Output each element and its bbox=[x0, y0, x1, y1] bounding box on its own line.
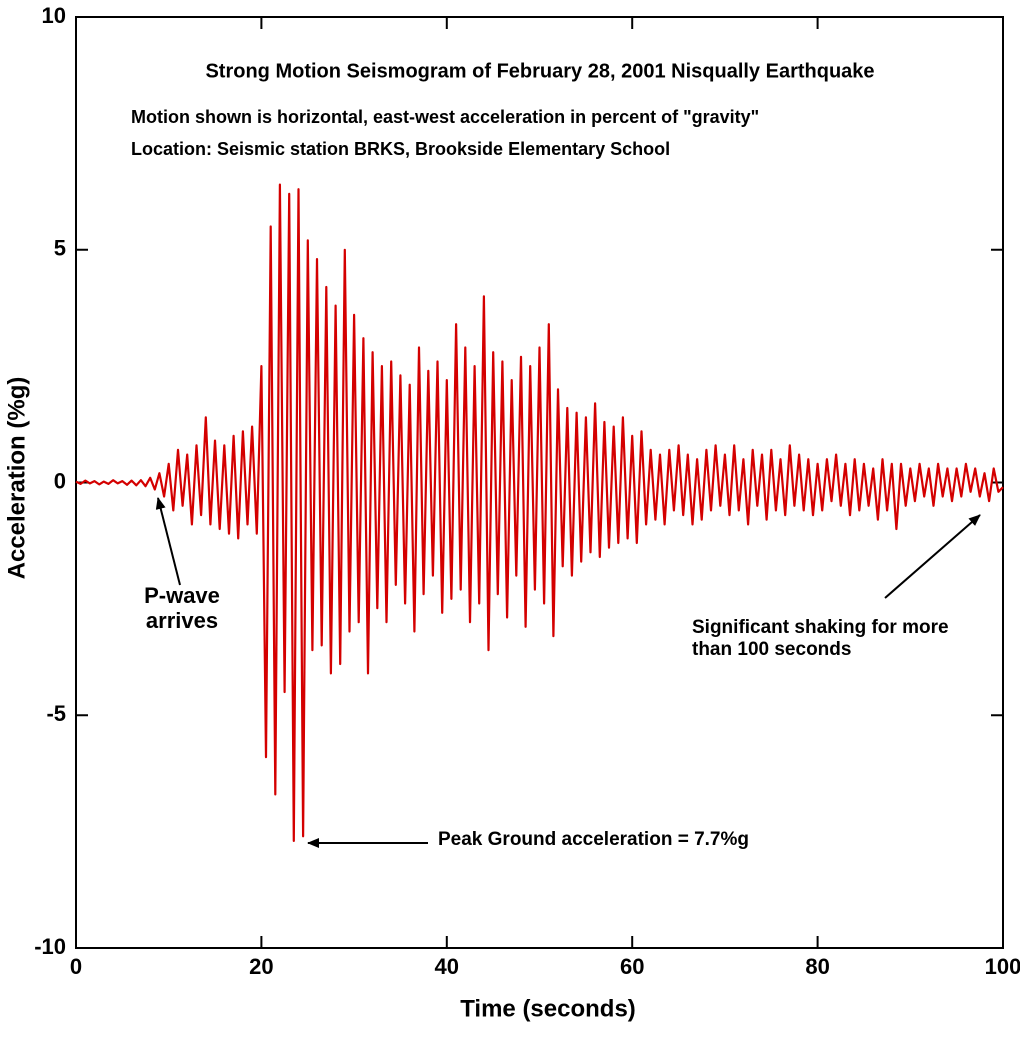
x-tick-label: 40 bbox=[435, 954, 459, 979]
y-tick-label: -10 bbox=[34, 934, 66, 959]
annotation: P-wave bbox=[144, 583, 220, 608]
arrow bbox=[884, 514, 981, 599]
y-tick-label: 5 bbox=[54, 236, 66, 261]
annotation: Significant shaking for more bbox=[692, 617, 949, 638]
annotation: arrives bbox=[146, 608, 218, 633]
x-tick-label: 100 bbox=[985, 954, 1020, 979]
x-tick-label: 60 bbox=[620, 954, 644, 979]
chart-title: Strong Motion Seismogram of February 28,… bbox=[205, 60, 874, 82]
arrow bbox=[155, 497, 181, 586]
x-tick-label: 80 bbox=[805, 954, 829, 979]
x-tick-label: 0 bbox=[70, 954, 82, 979]
x-axis-label: Time (seconds) bbox=[460, 995, 636, 1022]
annotation: than 100 seconds bbox=[692, 639, 851, 660]
y-tick-label: 0 bbox=[54, 468, 66, 493]
y-tick-label: -5 bbox=[46, 701, 66, 726]
subtitle: Motion shown is horizontal, east-west ac… bbox=[131, 107, 759, 127]
subtitle: Location: Seismic station BRKS, Brooksid… bbox=[131, 139, 670, 159]
seismogram-line bbox=[75, 183, 1004, 842]
y-tick-label: 10 bbox=[42, 3, 66, 28]
y-axis-label: Acceleration (%g) bbox=[3, 377, 30, 580]
x-tick-label: 20 bbox=[249, 954, 273, 979]
annotation: Peak Ground acceleration = 7.7%g bbox=[438, 829, 749, 850]
